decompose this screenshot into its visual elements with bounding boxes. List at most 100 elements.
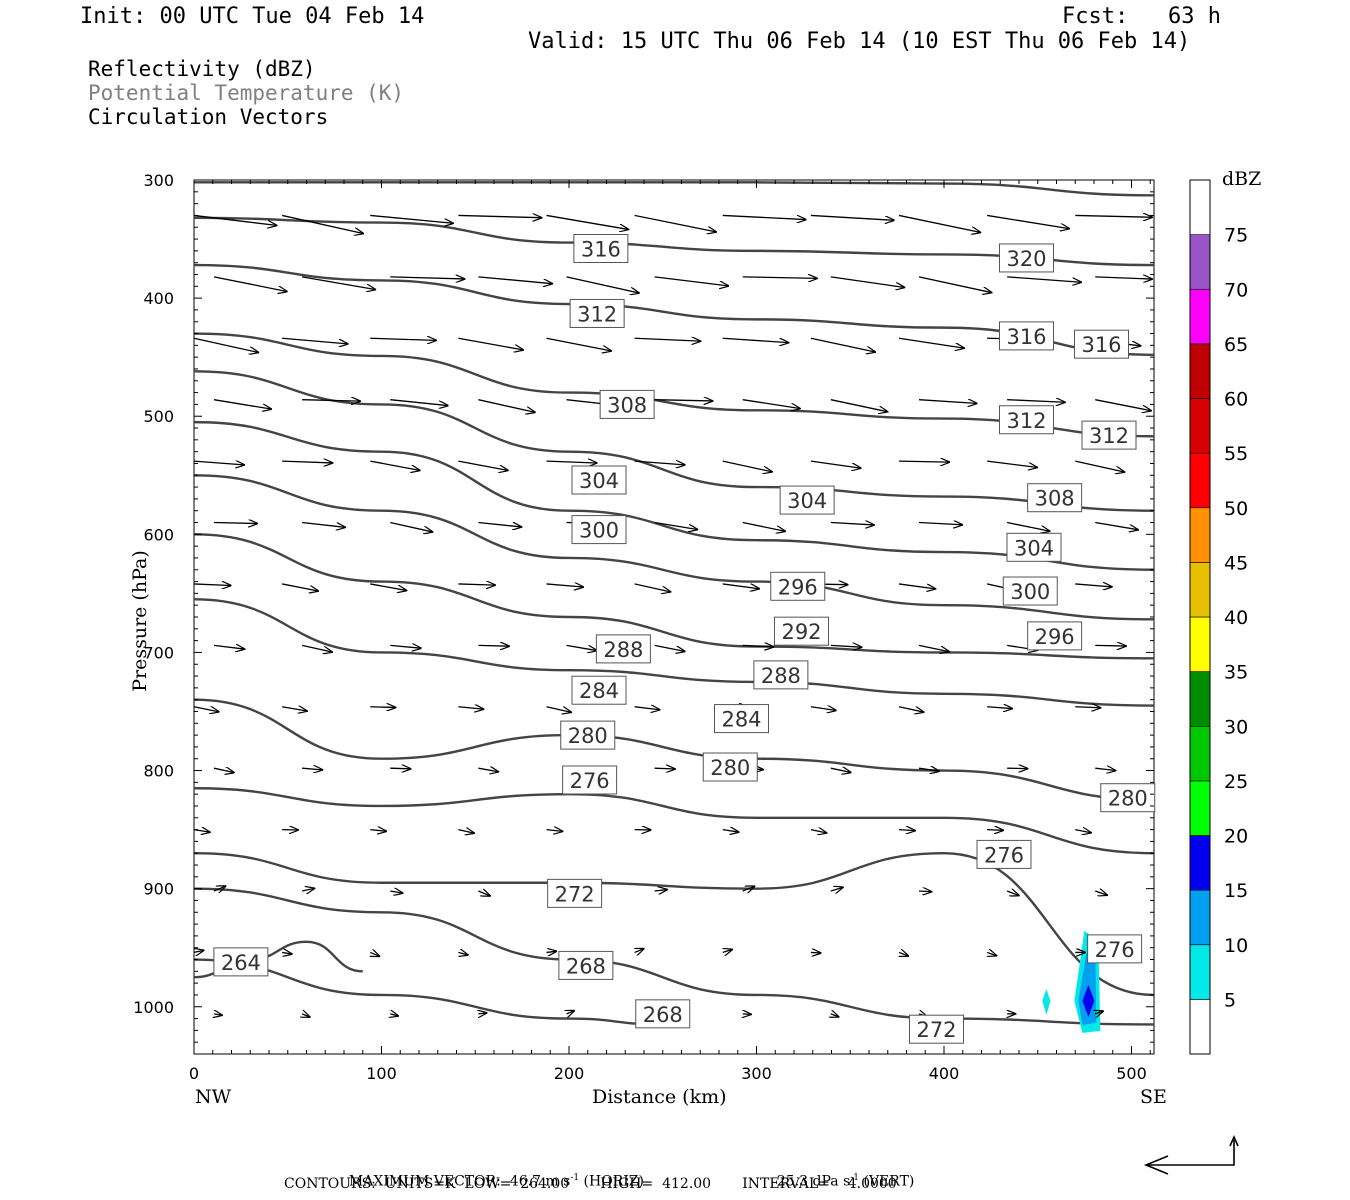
circulation-vector	[478, 521, 521, 527]
contour-label-box	[547, 878, 603, 908]
colorbar-level-label: 35	[1224, 662, 1248, 684]
contour-label-box	[770, 571, 826, 601]
circulation-vector	[1006, 891, 1019, 895]
colorbar-level-label: 55	[1224, 443, 1248, 465]
theta-contour-316	[193, 216, 1155, 267]
colorbar-level-label: 50	[1224, 498, 1248, 520]
circulation-vector	[655, 1011, 663, 1013]
x-tick-label: 200	[554, 1064, 585, 1083]
circulation-vector	[810, 460, 861, 468]
x-tick-label: 500	[1116, 1064, 1147, 1083]
circulation-vector	[810, 337, 875, 352]
circulation-vector	[918, 644, 949, 651]
circulation-vector	[898, 214, 980, 232]
circulation-vector	[830, 768, 851, 772]
circulation-vector	[898, 461, 949, 462]
theta-contour-304	[193, 370, 1155, 512]
circulation-vector	[282, 337, 348, 344]
circulation-vector	[1007, 276, 1081, 282]
theta-contour-308	[193, 332, 1155, 438]
y-tick-label: 800	[143, 762, 174, 781]
contour-label-box	[774, 616, 829, 646]
contour-label-box	[976, 839, 1032, 869]
colorbar-level-label: 5	[1224, 989, 1236, 1011]
contour-label: 272	[555, 882, 595, 906]
colorbar-swatch	[1189, 780, 1211, 836]
contour-label-box	[571, 675, 627, 705]
colorbar-swatch	[1189, 234, 1211, 290]
circulation-vector	[566, 399, 624, 406]
contour-label-box	[1074, 329, 1129, 359]
contour-label-box	[558, 950, 614, 980]
circulation-vector	[370, 460, 419, 470]
circulation-vector	[567, 1011, 575, 1014]
circulation-vector	[302, 400, 360, 401]
init-time: Init: 00 UTC Tue 04 Feb 14	[80, 4, 425, 29]
contour-label-box	[635, 999, 691, 1029]
colorbar-swatch	[1189, 288, 1211, 345]
circulation-vector	[654, 276, 729, 286]
contour-label-box	[560, 720, 616, 750]
circulation-vector	[390, 521, 432, 532]
y-tick-label: 1000	[133, 998, 174, 1017]
colorbar-swatch	[1189, 889, 1211, 946]
contour-label: 304	[579, 469, 619, 493]
circulation-vector	[898, 583, 935, 589]
echo-10-dbz	[1078, 952, 1097, 1025]
horiz-exponent: -1	[570, 1173, 580, 1183]
contour-label: 304	[787, 489, 827, 513]
circulation-vector	[478, 645, 509, 646]
circulation-vector	[458, 707, 483, 709]
circulation-vector	[546, 337, 612, 351]
valid-time: Valid: 15 UTC Thu 06 Feb 14 (10 EST Thu …	[528, 29, 1191, 54]
contour-label: 300	[1010, 580, 1050, 604]
plot-area	[193, 179, 1155, 1055]
circulation-vector	[213, 399, 271, 409]
circulation-vector	[654, 521, 698, 530]
circulation-vector	[918, 400, 977, 404]
contour-label-box	[562, 765, 618, 795]
circulation-vector	[301, 644, 332, 652]
contour-label-box	[714, 704, 769, 734]
circulation-vector	[830, 887, 843, 891]
y-tick-label: 300	[143, 171, 174, 190]
circulation-vector	[742, 768, 763, 769]
contour-label-box	[213, 947, 269, 977]
contour-label: 300	[579, 519, 619, 543]
circulation-vector	[282, 461, 332, 463]
colorbar-swatch	[1189, 835, 1211, 891]
colorbar-level-label: 75	[1224, 225, 1248, 247]
x-axis-right-end: SE	[1140, 1086, 1167, 1108]
contour-label: 284	[721, 708, 761, 732]
contour-label: 316	[581, 238, 621, 262]
echo-5-dbz-west	[1042, 988, 1051, 1015]
circulation-vector	[478, 768, 498, 772]
circulation-vector	[899, 952, 908, 955]
circulation-vector	[302, 521, 345, 528]
circulation-vector	[654, 400, 713, 401]
circulation-vector	[1075, 707, 1100, 708]
colorbar-level-label: 70	[1224, 279, 1248, 301]
reference-arrowhead-horiz	[1143, 1155, 1169, 1175]
vert-unit: (VERT)	[859, 1173, 915, 1190]
circulation-vector	[987, 707, 1012, 709]
x-axis-left-end: NW	[195, 1086, 232, 1108]
theta-contour-320	[193, 181, 1155, 197]
circulation-vector	[478, 1013, 486, 1014]
circulation-vector	[546, 461, 597, 463]
circulation-vector	[654, 768, 675, 769]
circulation-vector	[1007, 400, 1065, 403]
contour-label: 280	[1108, 787, 1148, 811]
colorbar-level-label: 45	[1224, 552, 1248, 574]
circulation-vector	[390, 768, 410, 769]
contour-label: 264	[221, 951, 261, 975]
contour-label-box	[779, 485, 835, 515]
circulation-vector	[742, 399, 800, 409]
echo-15-dbz	[1082, 984, 1095, 1017]
circulation-vector	[458, 584, 495, 585]
contour-label-box	[1081, 420, 1137, 450]
colorbar-swatch	[1189, 671, 1211, 727]
circulation-vector	[918, 768, 939, 771]
circulation-vector	[370, 214, 453, 223]
